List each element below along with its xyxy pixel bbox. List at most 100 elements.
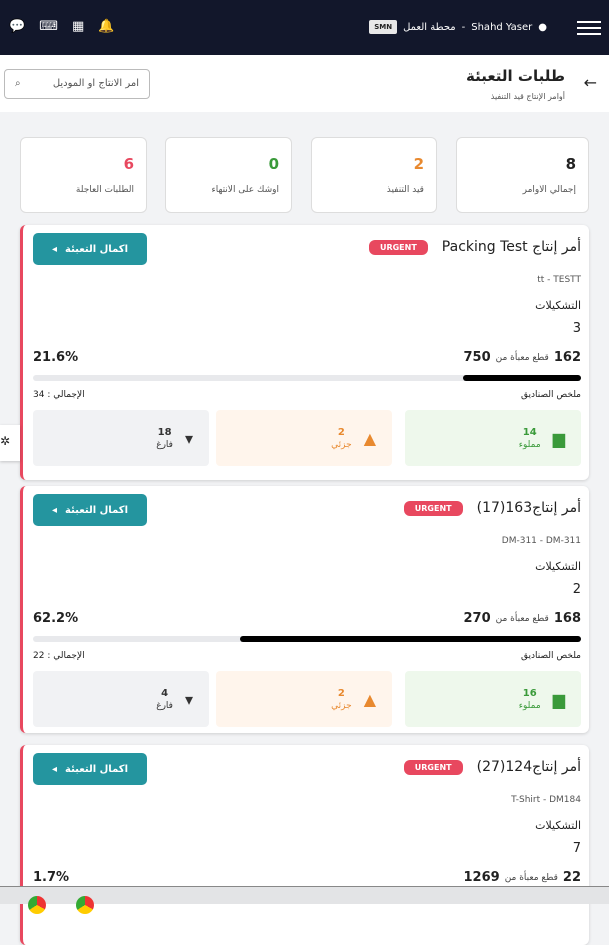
search-input[interactable]: امر الانتاج او الموديل ⌕ — [4, 69, 150, 99]
back-arrow-icon[interactable]: ← — [583, 73, 597, 92]
chrome-icon[interactable] — [28, 896, 46, 914]
order-card: اكمال التعبئة ◂ أمر إنتاج Packing Test URG… — [20, 225, 589, 480]
empty-boxes: ▾ 18 فارغ — [33, 410, 209, 466]
stat-label: اوشك على الانتهاء — [211, 185, 279, 195]
stat-value: 8 — [565, 155, 576, 173]
urgent-badge: URGENT — [403, 500, 463, 516]
chrome-icon[interactable] — [76, 896, 94, 914]
station-label: محطة العمل — [403, 21, 456, 33]
complete-packing-button[interactable]: اكمال التعبئة ◂ — [33, 494, 147, 526]
total-count: 1269 — [463, 870, 500, 885]
packed-of-label: قطع معبأة من — [504, 872, 558, 883]
button-label: اكمال التعبئة — [65, 763, 129, 775]
stat-card: 6 الطلبات العاجلة — [20, 137, 147, 213]
bell-icon[interactable]: 🔔 — [98, 19, 115, 34]
box-full-icon: ▆ — [552, 689, 565, 709]
variants-value: 3 — [572, 321, 581, 336]
empty-label: فارغ — [156, 700, 173, 711]
partial-boxes: ▲ 2 جزئي — [216, 671, 392, 727]
urgent-badge: URGENT — [368, 239, 428, 255]
menu-icon[interactable] — [577, 21, 601, 39]
page-subtitle: أوامر الإنتاج قيد التنفيذ — [490, 92, 565, 101]
chat-icon[interactable]: 💬 — [9, 19, 26, 34]
stat-label: قيد التنفيذ — [386, 185, 424, 195]
box-total: الإجمالي : 34 — [33, 390, 85, 400]
partial-count: 2 — [337, 687, 345, 699]
full-boxes: ▆ 14 مملوء — [405, 410, 581, 466]
order-title: أمر إنتاج Packing Test — [441, 239, 581, 255]
progress-bar — [33, 375, 581, 381]
progress-percent: 1.7% — [33, 870, 70, 885]
full-boxes: ▆ 16 مملوء — [405, 671, 581, 727]
order-model: DM-311 - DM-311 — [501, 536, 581, 546]
box-full-icon: ▆ — [552, 428, 565, 448]
partial-label: جزئي — [331, 700, 352, 711]
settings-tab[interactable]: ✲ — [0, 425, 20, 461]
search-placeholder: امر الانتاج او الموديل — [52, 78, 139, 89]
order-title: أمر إنتاج163(17) — [476, 500, 581, 516]
open-box-icon: ▾ — [184, 428, 193, 448]
warning-icon: ▲ — [363, 428, 376, 448]
empty-boxes: ▾ 4 فارغ — [33, 671, 209, 727]
empty-count: 4 — [161, 687, 169, 699]
packed-count: 22 — [562, 870, 581, 885]
user-name: Shahd Yaser — [471, 21, 533, 33]
stat-card: 8 إجمالي الاوامر — [456, 137, 589, 213]
stat-label: إجمالي الاوامر — [522, 185, 576, 195]
full-count: 16 — [522, 687, 537, 699]
search-icon: ⌕ — [15, 78, 21, 89]
progress-percent: 21.6% — [33, 350, 79, 365]
button-label: اكمال التعبئة — [65, 504, 129, 516]
page-header: ← طلبات التعبئة أوامر الإنتاج قيد التنفي… — [0, 55, 609, 112]
caret-left-icon: ◂ — [51, 763, 58, 775]
stat-card: 0 اوشك على الانتهاء — [165, 137, 292, 213]
full-label: مملوء — [518, 439, 541, 450]
order-title: أمر إنتاج124(27) — [476, 759, 581, 775]
user-icon: ● — [538, 21, 547, 33]
packed-of-label: قطع معبأة من — [495, 352, 549, 363]
order-model: tt - TESTT — [537, 275, 581, 285]
progress-fill — [240, 636, 581, 642]
stat-value: 0 — [268, 155, 279, 173]
station-code: SMN — [369, 20, 398, 34]
total-count: 270 — [463, 611, 491, 626]
empty-label: فارغ — [156, 439, 173, 450]
caret-left-icon: ◂ — [51, 243, 58, 255]
packed-count: 168 — [553, 611, 581, 626]
complete-packing-button[interactable]: اكمال التعبئة ◂ — [33, 753, 147, 785]
order-model: T-Shirt - DM184 — [511, 795, 581, 805]
box-total: الإجمالي : 22 — [33, 651, 85, 661]
variants-value: 7 — [572, 841, 581, 856]
stat-card: 2 قيد التنفيذ — [311, 137, 437, 213]
variants-label: التشكيلات — [535, 299, 581, 312]
progress-percent: 62.2% — [33, 611, 79, 626]
packed-count: 162 — [553, 350, 581, 365]
taskbar — [0, 886, 609, 904]
partial-label: جزئي — [331, 439, 352, 450]
keyboard-icon[interactable]: ⌨ — [39, 19, 58, 34]
progress-bar — [33, 636, 581, 642]
progress-fill — [462, 375, 581, 381]
variants-label: التشكيلات — [535, 819, 581, 832]
variants-value: 2 — [572, 582, 581, 597]
urgent-badge: URGENT — [403, 759, 463, 775]
page-title: طلبات التعبئة — [465, 67, 565, 85]
open-box-icon: ▾ — [184, 689, 193, 709]
warning-icon: ▲ — [363, 689, 376, 709]
gear-icon: ✲ — [0, 434, 11, 448]
stat-value: 6 — [123, 155, 134, 173]
box-summary-label: ملخص الصناديق — [520, 390, 581, 400]
separator: - — [461, 21, 466, 33]
complete-packing-button[interactable]: اكمال التعبئة ◂ — [33, 233, 147, 265]
stat-label: الطلبات العاجلة — [75, 185, 134, 195]
partial-boxes: ▲ 2 جزئي — [216, 410, 392, 466]
order-card: اكمال التعبئة ◂ أمر إنتاج163(17) URGENT DM… — [20, 486, 589, 733]
user-info: ● Shahd Yaser - محطة العمل SMN — [369, 20, 547, 34]
full-label: مملوء — [518, 700, 541, 711]
total-count: 750 — [463, 350, 491, 365]
top-navbar: 💬 ⌨ ▦ 🔔 ● Shahd Yaser - محطة العمل SMN — [0, 0, 609, 55]
caret-left-icon: ◂ — [51, 504, 58, 516]
qr-code-icon[interactable]: ▦ — [71, 19, 85, 34]
stat-value: 2 — [413, 155, 424, 173]
empty-count: 18 — [157, 426, 172, 438]
